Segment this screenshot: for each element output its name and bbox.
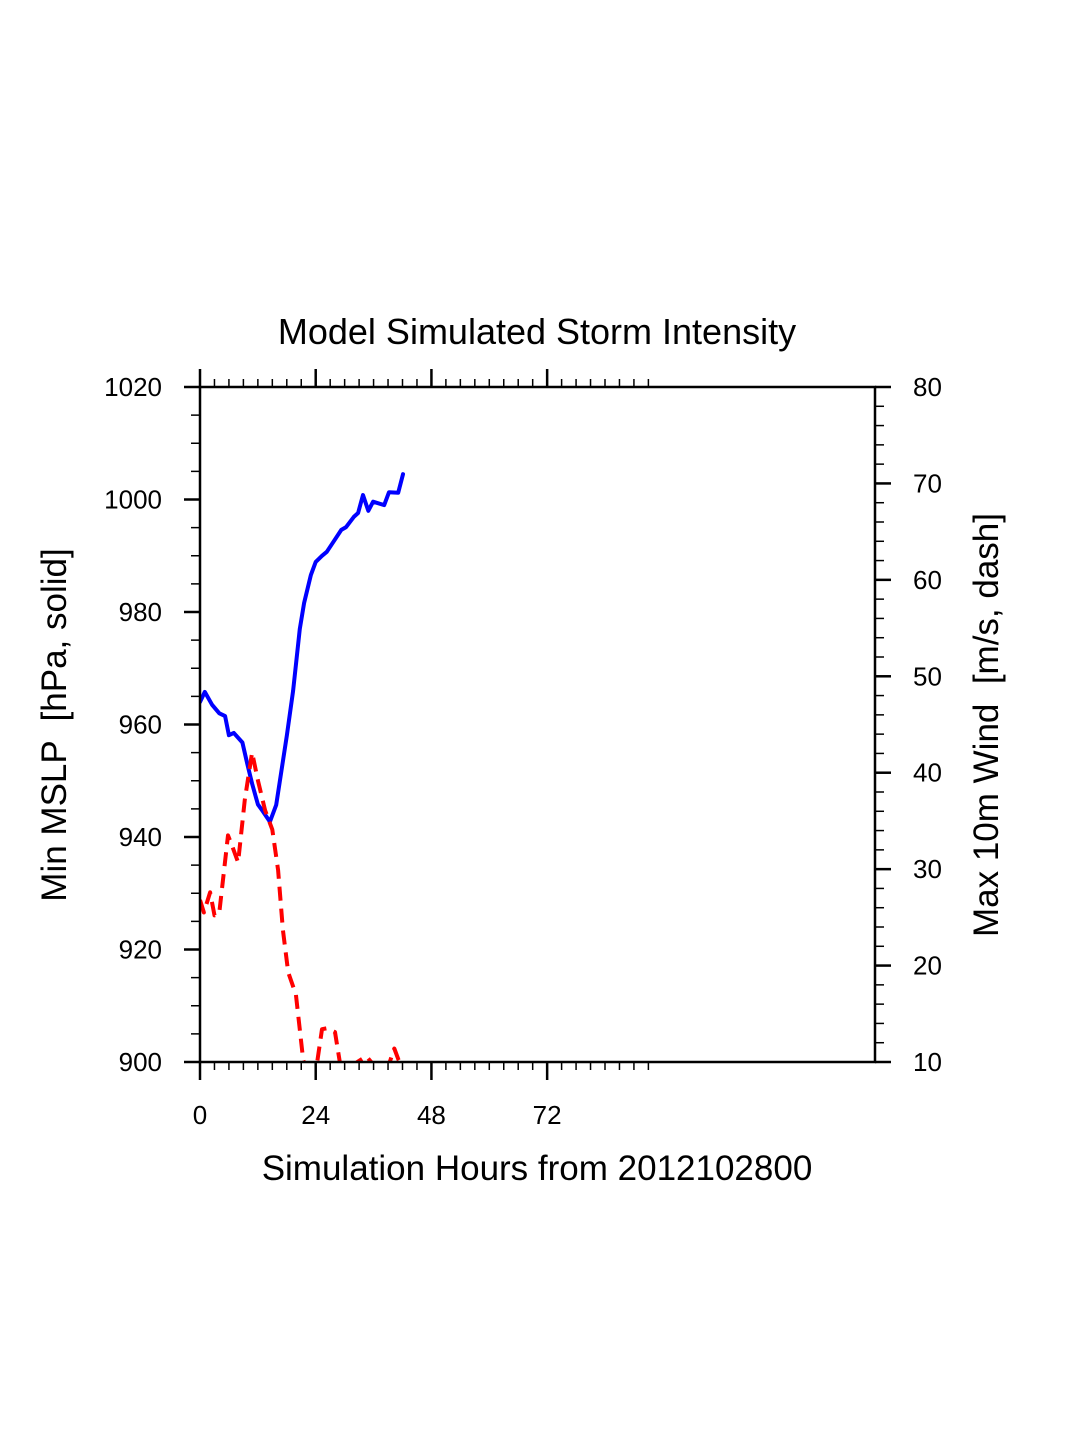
min-mslp-line [200, 472, 405, 824]
series-group [200, 472, 405, 1062]
x-tick-label: 72 [533, 1100, 562, 1130]
y-left-tick-label: 1020 [104, 372, 162, 402]
x-tick-label: 48 [417, 1100, 446, 1130]
y-left-tick-label: 940 [119, 822, 162, 852]
x-tick-label: 24 [301, 1100, 330, 1130]
y-left-tick-label: 920 [119, 935, 162, 965]
axis-ticks [184, 369, 891, 1080]
y-left-tick-label: 900 [119, 1047, 162, 1077]
plot-frame [198, 385, 877, 1064]
y-left-tick-label: 980 [119, 597, 162, 627]
y-right-tick-label: 80 [913, 372, 942, 402]
x-tick-label: 0 [193, 1100, 207, 1130]
y-right-tick-label: 70 [913, 468, 942, 498]
y-right-tick-label: 10 [913, 1047, 942, 1077]
y-right-tick-label: 20 [913, 951, 942, 981]
y-right-tick-label: 50 [913, 661, 942, 691]
x-axis-label: Simulation Hours from 2012102800 [262, 1149, 813, 1188]
y-right-tick-label: 30 [913, 854, 942, 884]
tick-labels: 0 24 48 72900920940960980100010201020304050… [104, 372, 942, 1130]
y-axis-right-label: Max 10m Wind [m/s, dash] [967, 513, 1006, 937]
chart-title: Model Simulated Storm Intensity [278, 311, 796, 352]
y-axis-left-label: Min MSLP [hPa, solid] [35, 548, 74, 901]
y-left-tick-label: 1000 [104, 485, 162, 515]
y-right-tick-label: 60 [913, 565, 942, 595]
y-left-tick-label: 960 [119, 710, 162, 740]
max-wind-line [200, 750, 403, 1062]
y-right-tick-label: 40 [913, 758, 942, 788]
